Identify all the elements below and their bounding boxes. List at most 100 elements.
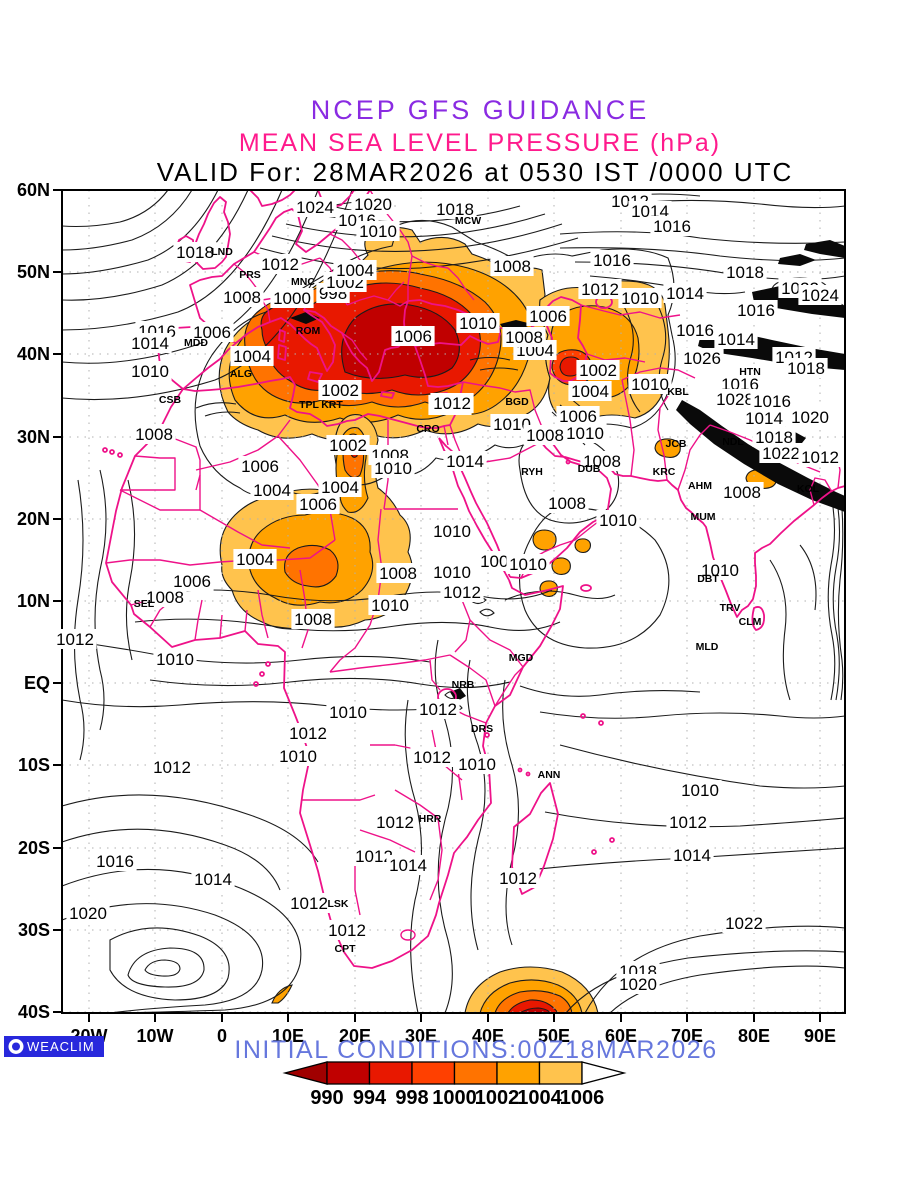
colorbar-right-arrow: [581, 1061, 627, 1085]
colorbar-tick-label: 1006: [560, 1087, 605, 1109]
contour-label: 1010: [566, 424, 604, 443]
lon-tick-label: 0: [217, 1026, 227, 1046]
contour-label-chip: [287, 893, 331, 913]
contour-label-chip: [170, 571, 214, 591]
contour-label: 1010: [493, 415, 531, 434]
station-label: MGD: [509, 652, 534, 664]
contour-label: 1012: [56, 630, 94, 649]
contour-label-chip: [618, 288, 662, 308]
contour-label-chip: [386, 855, 430, 875]
station-label: DBT: [697, 573, 719, 585]
contour-label: 1010: [131, 362, 169, 381]
colorbar-tick-label: 1004: [517, 1087, 562, 1109]
contour-label: 1016: [653, 217, 691, 236]
contour-label-chip: [556, 406, 600, 426]
page-title: NCEP GFS GUIDANCE: [311, 95, 650, 125]
contour-label-chip: [596, 510, 640, 530]
initial-conditions-label: INITIAL CONDITIONS:00Z18MAR2026: [234, 1036, 717, 1064]
contour-label: 1006: [394, 327, 432, 346]
contour-label-chip: [759, 443, 803, 463]
weaclim-logo: WEACLIM: [4, 1036, 104, 1057]
contour-label-chip: [293, 197, 337, 217]
contour-label-chip: [128, 333, 172, 353]
contour-label: 1006: [559, 407, 597, 426]
contour-label-chip: [670, 845, 714, 865]
contour-label-chip: [734, 300, 778, 320]
contour-label: 1010: [459, 314, 497, 333]
contour-label: 1010: [371, 596, 409, 615]
contour-label-chip: [233, 549, 277, 569]
contour-label: 1004: [321, 478, 359, 497]
contour-label-chip: [430, 562, 474, 582]
contour-label: 1012: [801, 448, 839, 467]
contour-label-chip: [376, 563, 420, 583]
contour-label: 1010: [156, 650, 194, 669]
contour-label-chip: [563, 423, 607, 443]
contour-label: 1010: [279, 747, 317, 766]
contour-label: 1012: [443, 583, 481, 602]
colorbar-tick-label: 1000: [432, 1087, 477, 1109]
contour-label: 1016: [96, 852, 134, 871]
valid-time-label: VALID For: 28MAR2026 at 0530 IST /0000 U…: [157, 157, 794, 187]
contour-label: 1018: [755, 428, 793, 447]
contour-label: 1010: [458, 755, 496, 774]
contour-label-chip: [433, 199, 477, 219]
contour-label-chip: [150, 757, 194, 777]
lat-tick-label: 50N: [17, 262, 50, 282]
station-label: CRO: [416, 423, 439, 435]
contour-label: 1012: [355, 847, 393, 866]
station-label: TPL: [299, 399, 319, 411]
contour-label: 1012: [419, 700, 457, 719]
contour-label-chip: [430, 521, 474, 541]
contour-label: 1014: [194, 870, 232, 889]
station-label: KRT: [321, 399, 343, 411]
contour-label: 1012: [328, 921, 366, 940]
lat-tick-label: 30S: [18, 920, 50, 940]
contour-label-chip: [490, 414, 534, 434]
contour-label: 1010: [701, 561, 739, 580]
station-label: TRV: [720, 602, 741, 614]
contour-label-chip: [788, 407, 832, 427]
contour-label: 1014: [666, 284, 704, 303]
contour-label-chip: [545, 493, 589, 513]
contour-label: 1010: [621, 289, 659, 308]
contour-label: 1008: [135, 425, 173, 444]
contour-label-chip: [373, 812, 417, 832]
contour-label-chip: [628, 374, 672, 394]
lat-tick-label: 10S: [18, 755, 50, 775]
contour-label: 1010: [681, 781, 719, 800]
colorbar-segment: [538, 1061, 583, 1085]
contour-label-chip: [333, 260, 377, 280]
contour-label-chip: [230, 346, 274, 366]
contour-label-chip: [576, 360, 620, 380]
contour-label: 1004: [336, 261, 374, 280]
station-label: CPT: [335, 943, 357, 955]
lon-tick-label: 40E: [472, 1026, 504, 1046]
contour-label: 1004: [253, 481, 291, 500]
station-label: ROM: [296, 325, 321, 337]
contour-label-chip: [220, 287, 264, 307]
contour-label: 1010: [599, 511, 637, 530]
station-label: BGD: [505, 396, 529, 408]
colorbar-tick-label: 998: [395, 1087, 428, 1109]
colorbar-tick-label: 1002: [475, 1087, 520, 1109]
contour-label-chip: [590, 250, 634, 270]
lat-tick-label: 20N: [17, 509, 50, 529]
contour-label-chip: [523, 425, 567, 445]
contour-label-chip: [784, 358, 828, 378]
lat-tick-label: EQ: [24, 673, 50, 693]
logo-label: WEACLIM: [27, 1039, 95, 1054]
colorbar-segment: [368, 1061, 413, 1085]
contour-label-chip: [456, 313, 500, 333]
contour-label: 1008: [526, 426, 564, 445]
station-label: MUM: [690, 511, 715, 523]
contour-label-chip: [286, 723, 330, 743]
station-label: MDD: [184, 337, 208, 349]
contour-label: 1010: [433, 522, 471, 541]
contour-label-chip: [356, 221, 400, 241]
station-label: PRS: [239, 269, 261, 281]
contour-label: 1014: [446, 452, 484, 471]
lat-tick-label: 40S: [18, 1002, 50, 1022]
